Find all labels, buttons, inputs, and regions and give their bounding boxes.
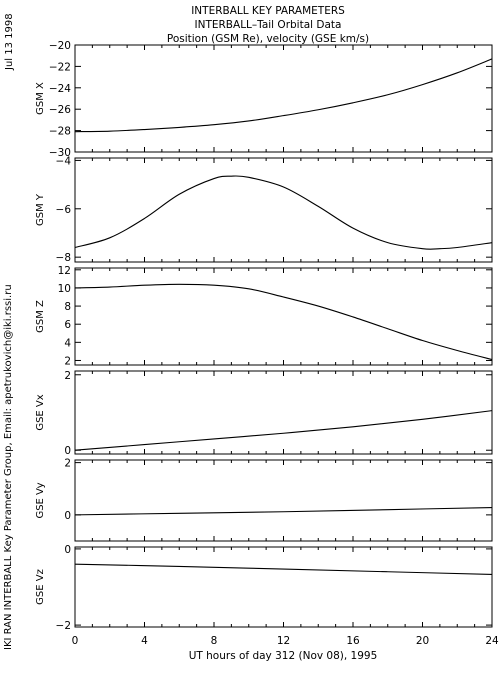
panel-frame: [74, 546, 493, 628]
series-line: [74, 563, 493, 575]
series-line: [74, 410, 493, 451]
y-axis-label: GSM X: [35, 82, 46, 115]
x-tick-label: 24: [485, 635, 499, 647]
series-line: [74, 283, 493, 361]
date-stamp: Jul 13 1998: [4, 13, 15, 71]
panel-frame: [74, 267, 493, 366]
panel-4: 0 2 GSE Vy: [35, 458, 493, 542]
y-tick-label: −8: [56, 252, 71, 264]
y-axis-label: GSM Y: [35, 193, 46, 226]
y-tick-label: 2: [64, 458, 71, 470]
panel-frame: [74, 459, 493, 542]
y-axis-label: GSE Vz: [35, 569, 46, 605]
panel-frame: [74, 370, 493, 455]
series-line: [74, 175, 493, 250]
figure-title-line-3: Position (GSM Re), velocity (GSE km/s): [167, 33, 369, 45]
panel-1: −8 −6 −4 GSM Y: [35, 155, 493, 264]
y-tick-label: 8: [64, 301, 71, 313]
y-tick-label: −2: [56, 620, 71, 632]
x-tick-label: 16: [346, 635, 360, 647]
y-axis-label: GSE Vy: [35, 482, 46, 518]
y-tick-label: 0: [64, 445, 71, 457]
series-line: [74, 507, 493, 516]
panel-2: 2 4 6 8 10 12 GSM Z: [35, 265, 493, 367]
x-tick-label: 0: [72, 635, 79, 647]
y-tick-label: −22: [49, 61, 71, 73]
y-tick-label: 6: [64, 319, 71, 331]
panel-0: −30 −28 −26 −24 −22 −20 GSM X: [35, 40, 493, 159]
series-line: [74, 58, 493, 133]
y-axis-label: GSE Vx: [35, 394, 46, 430]
y-axis-label: GSM Z: [35, 300, 46, 333]
y-tick-label: −24: [49, 83, 71, 95]
x-tick-label: 4: [141, 635, 148, 647]
y-tick-label: 10: [58, 283, 71, 295]
y-tick-label: −26: [49, 104, 71, 116]
x-tick-label: 8: [211, 635, 218, 647]
y-tick-label: −6: [56, 204, 72, 216]
figure-title-line-1: INTERBALL KEY PARAMETERS: [191, 5, 345, 17]
x-tick-label: 12: [277, 635, 290, 647]
y-tick-label: −30: [49, 147, 71, 159]
y-tick-label: −20: [49, 40, 71, 52]
y-tick-label: 4: [64, 337, 71, 349]
y-tick-label: 2: [64, 370, 71, 382]
x-axis-label: UT hours of day 312 (Nov 08), 1995: [189, 650, 378, 662]
y-tick-label: −28: [49, 126, 71, 138]
y-tick-label: −4: [56, 155, 72, 167]
y-tick-label: 12: [58, 265, 71, 277]
x-tick-label: 20: [416, 635, 429, 647]
figure-title-line-2: INTERBALL–Tail Orbital Data: [195, 19, 342, 31]
credit-line: IKI RAN INTERBALL Key Parameter Group, E…: [3, 284, 14, 650]
y-tick-label: 0: [64, 544, 71, 556]
y-tick-label: 0: [64, 510, 71, 522]
panel-5: −2 0 GSE Vz: [35, 544, 493, 632]
y-tick-label: 2: [64, 355, 71, 367]
panel-frame: [74, 157, 493, 263]
panel-3: 0 2 GSE Vx: [35, 370, 493, 457]
x-axis: 0 4 8 12 16 20 24: [72, 635, 499, 647]
panel-frame: [74, 44, 493, 153]
